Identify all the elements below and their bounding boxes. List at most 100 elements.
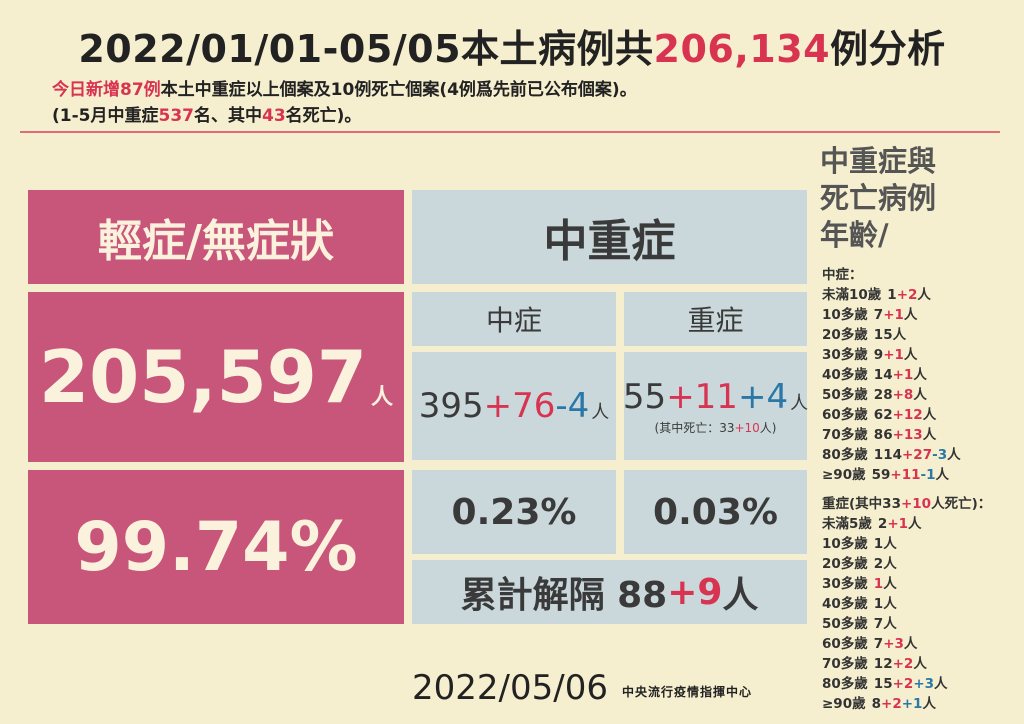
subtitle-2-c: 名、其中 [193, 106, 262, 126]
age-row: 60多歲 7+3人 [822, 634, 1022, 654]
mild-count: 205,597 [39, 335, 367, 419]
age-unit: 人 [913, 387, 927, 403]
moderate-add: +76 [483, 386, 556, 426]
age-change-red: +2 [892, 676, 914, 692]
moderate-label: 中症 [412, 292, 616, 346]
age-change-red: +2 [881, 696, 902, 712]
age-label: 60多歲 [822, 636, 868, 652]
severe-percent: 0.03% [624, 470, 807, 554]
severe-age-list: 重症(其中33+10人死亡)： 未滿5歲 2+1人 10多歲 1人 20多歲 2人 30多歲… [822, 494, 1022, 714]
severe-age-rows: 未滿5歲 2+1人 10多歲 1人 20多歲 2人 30多歲 1人 40多歲 1人 50多歲 7人 60… [822, 514, 1022, 714]
age-value: 14 [873, 367, 893, 383]
age-row: 未滿5歲 2+1人 [822, 514, 1022, 534]
age-row: 80多歲 15+2+3人 [822, 674, 1022, 694]
death-note-post: 人) [759, 420, 777, 435]
age-value: 7 [873, 636, 884, 652]
subtitle-1-text: 本土中重症以上個案及10例死亡個案(4例爲先前已公布個案)。 [160, 80, 637, 100]
age-label: 20多歲 [822, 327, 868, 343]
age-unit: 人 [883, 556, 897, 572]
age-change-red: +1 [892, 367, 914, 383]
age-value: 15 [873, 676, 893, 692]
age-unit: 人 [935, 467, 950, 483]
age-change-red: +8 [892, 387, 914, 403]
age-value: 59 [871, 467, 891, 483]
age-label: 未滿10歲 [822, 287, 882, 303]
severe-age-title: 重症(其中33+10人死亡)： [822, 494, 1022, 514]
title-suffix: 例分析 [830, 27, 946, 71]
age-label: 10多歲 [822, 536, 868, 552]
moderate-age-list: 中症： 未滿10歲 1+2人 10多歲 7+1人 20多歲 15人 30多歲 9+1人 40多歲… [822, 265, 1022, 485]
age-label: ≥90歲 [822, 696, 866, 712]
age-row: 30多歲 9+1人 [822, 345, 1022, 365]
severe-header: 中重症 [412, 190, 807, 284]
isolation-release-cell: 累計解隔 88 +9 人 [412, 560, 807, 624]
severe-unit: 人 [790, 392, 809, 414]
age-label: 未滿5歲 [822, 516, 872, 532]
age-label: 80多歲 [822, 447, 868, 463]
age-panel-header: 中重症與 死亡病例 年齡/ [820, 143, 1020, 254]
age-value: 1 [873, 536, 884, 552]
age-value: 7 [873, 307, 884, 323]
age-label: 40多歲 [822, 367, 868, 383]
severe-add: +11 [666, 376, 738, 417]
subtitle-2-b: 537 [158, 106, 194, 126]
moderate-sub: -4 [555, 386, 590, 426]
age-change-blue: +1 [901, 696, 923, 712]
age-unit: 人 [903, 347, 918, 363]
age-row: ≥90歲 8+2+1人 [822, 694, 1022, 714]
age-change-red: +2 [896, 287, 918, 303]
age-change-blue: -3 [932, 447, 948, 463]
report-date: 2022/05/06 [412, 668, 608, 708]
age-row: 80多歲 114+27-3人 [822, 445, 1022, 465]
isolation-add: +9 [667, 571, 723, 613]
age-change-red: +2 [892, 656, 914, 672]
age-row: 未滿10歲 1+2人 [822, 285, 1022, 305]
age-header-line-2: 死亡病例 [820, 181, 937, 215]
age-label: 50多歲 [822, 387, 868, 403]
severe-title-post: 人死亡)： [931, 496, 992, 512]
severe-title-add: +10 [900, 496, 932, 512]
age-header-line-1: 中重症與 [820, 144, 937, 178]
age-change-red: +27 [901, 447, 933, 463]
age-value: 114 [873, 447, 902, 463]
death-note-pre: (其中死亡：33 [654, 420, 735, 435]
moderate-count-cell: 395 +76 -4 人 [412, 352, 616, 460]
subtitle-2-a: (1-5月中重症 [52, 106, 159, 126]
age-unit: 人 [922, 696, 936, 712]
age-label: 10多歲 [822, 307, 868, 323]
moderate-age-title: 中症： [822, 267, 863, 283]
divider [20, 131, 1000, 133]
age-row: 70多歲 12+2人 [822, 654, 1022, 674]
age-value: 2 [873, 556, 884, 572]
age-value: 2 [877, 516, 888, 532]
mild-percent: 99.74% [28, 470, 404, 624]
age-label: 70多歲 [822, 656, 868, 672]
age-row: 10多歲 1人 [822, 534, 1022, 554]
age-unit: 人 [922, 427, 937, 443]
age-unit: 人 [883, 536, 897, 552]
age-unit: 人 [903, 307, 918, 323]
age-change-red: +13 [892, 427, 923, 443]
age-unit: 人 [892, 327, 907, 343]
age-value: 1 [887, 287, 897, 303]
age-row: 40多歲 1人 [822, 594, 1022, 614]
age-row: 20多歲 2人 [822, 554, 1022, 574]
age-change-red: +1 [887, 516, 909, 532]
moderate-unit: 人 [591, 402, 610, 423]
age-change-red: +11 [890, 467, 921, 483]
age-change-red: +1 [883, 347, 904, 363]
title-total: 206,134 [653, 27, 831, 71]
age-unit: 人 [913, 367, 927, 383]
severe-death-note: (其中死亡：33+10人) [655, 419, 777, 436]
age-row: 60多歲 62+12人 [822, 405, 1022, 425]
age-label: 30多歲 [822, 347, 868, 363]
isolation-unit: 人 [722, 575, 759, 616]
age-label: ≥90歲 [822, 467, 866, 483]
age-value: 15 [873, 327, 893, 343]
age-row: ≥90歲 59+11-1人 [822, 465, 1022, 485]
age-value: 28 [873, 387, 893, 403]
age-unit: 人 [883, 616, 897, 632]
age-row: 40多歲 14+1人 [822, 365, 1022, 385]
mild-unit: 人 [370, 385, 393, 410]
age-label: 50多歲 [822, 616, 868, 632]
